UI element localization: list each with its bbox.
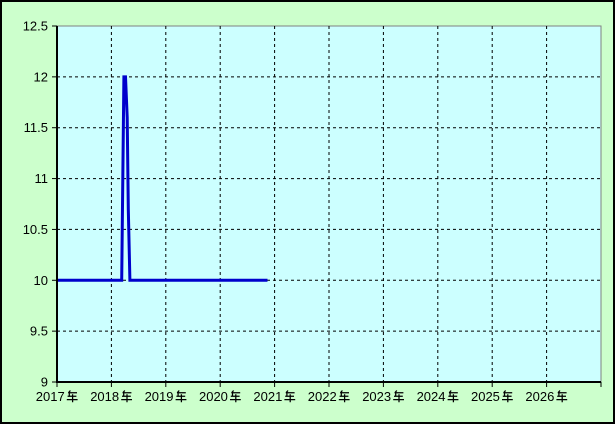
y-tick-label-12.5: 12.5: [23, 19, 48, 34]
x-tick-label-2024: 2024: [417, 389, 446, 404]
y-tick-label-11.5: 11.5: [24, 120, 48, 135]
kanji-year-glyph-2024: [447, 390, 459, 403]
y-tick-label-12: 12: [34, 69, 48, 84]
y-tick-label-11: 11: [35, 171, 49, 186]
x-tick-label-2017: 2017: [36, 389, 65, 404]
y-tick-label-9: 9: [41, 375, 48, 390]
x-tick-label-2022: 2022: [308, 389, 337, 404]
kanji-year-glyph-2021: [284, 390, 296, 403]
x-tick-label-2025: 2025: [471, 389, 500, 404]
kanji-year-glyph-2023: [393, 390, 405, 403]
kanji-year-glyph-2025: [501, 390, 513, 403]
kanji-year-glyph-2019: [175, 390, 187, 403]
x-tick-label-2018: 2018: [90, 389, 119, 404]
kanji-year-glyph-2026: [556, 390, 568, 403]
x-tick-label-2019: 2019: [145, 389, 174, 404]
x-tick-label-2020: 2020: [199, 389, 228, 404]
data-line-value-line: [57, 75, 268, 282]
x-tick-label-2026: 2026: [525, 389, 554, 404]
x-tick-label-2021: 2021: [253, 389, 282, 404]
kanji-year-glyph-2022: [338, 390, 350, 403]
kanji-year-glyph-2020: [229, 390, 241, 403]
x-tick-label-2023: 2023: [362, 389, 391, 404]
kanji-year-glyph-2017: [66, 390, 78, 403]
y-tick-label-9.5: 9.5: [30, 324, 48, 339]
y-tick-label-10.5: 10.5: [23, 222, 48, 237]
y-tick-label-10: 10: [34, 273, 48, 288]
kanji-year-glyph-2018: [121, 390, 132, 403]
